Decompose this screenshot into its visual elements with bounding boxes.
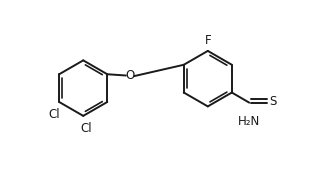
Text: Cl: Cl bbox=[81, 122, 92, 135]
Text: Cl: Cl bbox=[49, 108, 60, 121]
Text: O: O bbox=[125, 69, 134, 82]
Text: F: F bbox=[204, 34, 211, 47]
Text: H₂N: H₂N bbox=[238, 115, 260, 128]
Text: S: S bbox=[270, 94, 277, 108]
